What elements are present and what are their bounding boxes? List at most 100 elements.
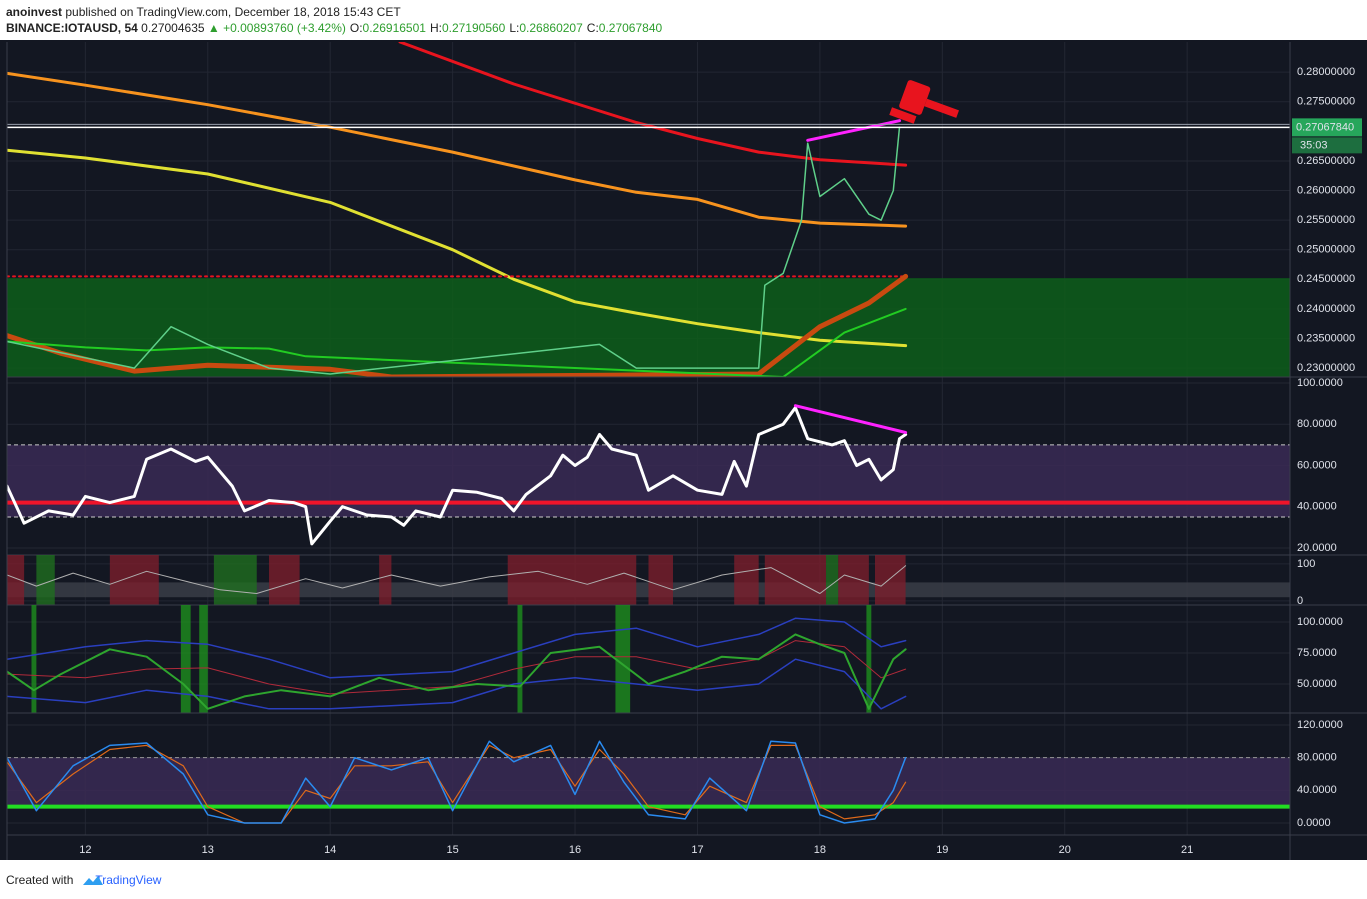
series-line [398,42,908,167]
y-tick-label: 120.0000 [1297,719,1343,731]
countdown-label: 35:03 [1300,139,1328,151]
pane [7,605,1290,713]
header-line-2: BINANCE:IOTAUSD, 54 0.27004635 ▲ +0.0089… [6,20,662,36]
series-line [7,565,907,594]
ohlc-value: 0.26860207 [519,21,583,35]
signal-bar [109,555,159,605]
x-tick-label: 12 [79,844,91,856]
footer: Created with TradingView [6,873,161,887]
brand[interactable]: TradingView [95,873,162,887]
signal-bar [648,555,673,605]
published: published on TradingView.com, December 1… [65,5,401,19]
series-line [7,307,907,377]
series-line [7,71,908,228]
y-tick-label: 40.0000 [1297,784,1337,796]
signal-bar [517,605,523,713]
y-tick-label: 0.0000 [1297,817,1331,829]
signal-bar [31,605,37,713]
series-line [793,404,908,434]
x-tick-label: 14 [324,844,336,856]
x-tick-label: 17 [691,844,703,856]
y-tick-label: 100.0000 [1297,616,1343,628]
y-tick-label: 0.23500000 [1297,332,1355,344]
signal-bar [615,605,631,713]
signal-bar [874,555,906,605]
y-tick-label: 80.0000 [1297,418,1337,430]
signal-bar [7,555,25,605]
header-line-1: anoinvest published on TradingView.com, … [6,4,662,20]
hammer-handle [924,98,959,118]
x-tick-label: 16 [569,844,581,856]
series-line [7,126,901,375]
hammer-icon [889,80,959,124]
signal-bar [379,555,392,605]
ohlc-value: 0.27190560 [441,21,506,35]
signal-bar [838,555,869,605]
signal-bar [268,555,300,605]
band [7,278,1290,377]
band [7,444,1290,518]
y-tick-label: 0.25500000 [1297,214,1355,226]
price-tag [1292,118,1362,137]
pane [7,42,1290,377]
y-tick-label: 0 [1297,595,1303,607]
y-tick-label: 60.0000 [1297,459,1337,471]
y-tick-label: 100.0000 [1297,377,1343,389]
y-tick-label: 0.26500000 [1297,155,1355,167]
y-tick-label: 100 [1297,558,1315,570]
pane [7,724,1290,824]
price: 0.27004635 [141,21,205,35]
logo [83,876,103,885]
x-tick-label: 13 [202,844,214,856]
y-tick-label: 50.0000 [1297,678,1337,690]
y-tick-label: 0.28000000 [1297,66,1355,78]
pane [7,382,1290,549]
x-tick-label: 15 [446,844,458,856]
countdown-tag [1292,137,1362,154]
change: ▲ +0.00893760 (+3.42%) [207,21,346,35]
signal-bar [826,555,839,605]
signal-bar [36,555,55,605]
y-tick-label: 20.0000 [1297,542,1337,554]
ohlc-value: 0.26916501 [362,21,426,35]
series-line [7,148,908,348]
y-tick-label: 80.0000 [1297,752,1337,764]
signal-bar [866,605,872,713]
series-line [7,633,907,710]
series-line [7,740,907,824]
x-tick-label: 18 [814,844,826,856]
y-tick-label: 0.27500000 [1297,96,1355,108]
y-tick-label: 40.0000 [1297,501,1337,513]
ohlc-key: L: [509,21,520,35]
y-tick-label: 75.0000 [1297,647,1337,659]
hammer-head [899,80,931,115]
y-tick-label: 0.25000000 [1297,244,1355,256]
y-tick-label: 0.26000000 [1297,184,1355,196]
ohlc-key: H: [429,21,442,35]
y-tick-label: 0.24500000 [1297,273,1355,285]
y-tick-label: 0.24000000 [1297,303,1355,315]
created: Created with [6,873,74,887]
ohlc-key: C: [586,21,599,35]
band [7,757,1290,807]
signal-bar [734,555,759,605]
x-tick-label: 20 [1059,844,1071,856]
y-tick-label: 0.23000000 [1297,362,1355,374]
price-tag-label: 0.27067840 [1296,121,1354,133]
series-line [7,273,909,377]
x-tick-label: 19 [936,844,948,856]
pane [7,555,1290,605]
series-line [7,617,907,679]
series-line [7,658,907,710]
signal-bar [180,605,191,713]
chart: 12 13 14 15 16 17 18 19 20 21 0.23000000 0.23500000… [0,40,1367,860]
symbol: BINANCE:IOTAUSD, 54 [6,21,138,35]
ohlc-key: O: [349,21,363,35]
signal-bar [199,605,208,713]
ohlc-value: 0.27067840 [598,21,663,35]
x-tick-label: 21 [1181,844,1193,856]
signal-bar [213,555,257,605]
author: anoinvest [6,5,63,19]
series-line [7,406,908,546]
